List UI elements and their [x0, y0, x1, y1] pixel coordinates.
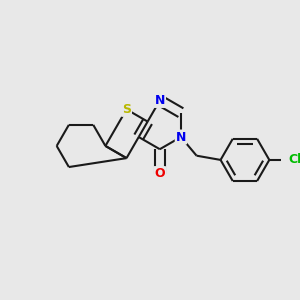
Text: Cl: Cl: [288, 153, 300, 167]
Text: S: S: [122, 103, 131, 116]
Text: N: N: [154, 94, 165, 107]
Text: O: O: [154, 167, 165, 180]
Text: N: N: [176, 130, 186, 143]
